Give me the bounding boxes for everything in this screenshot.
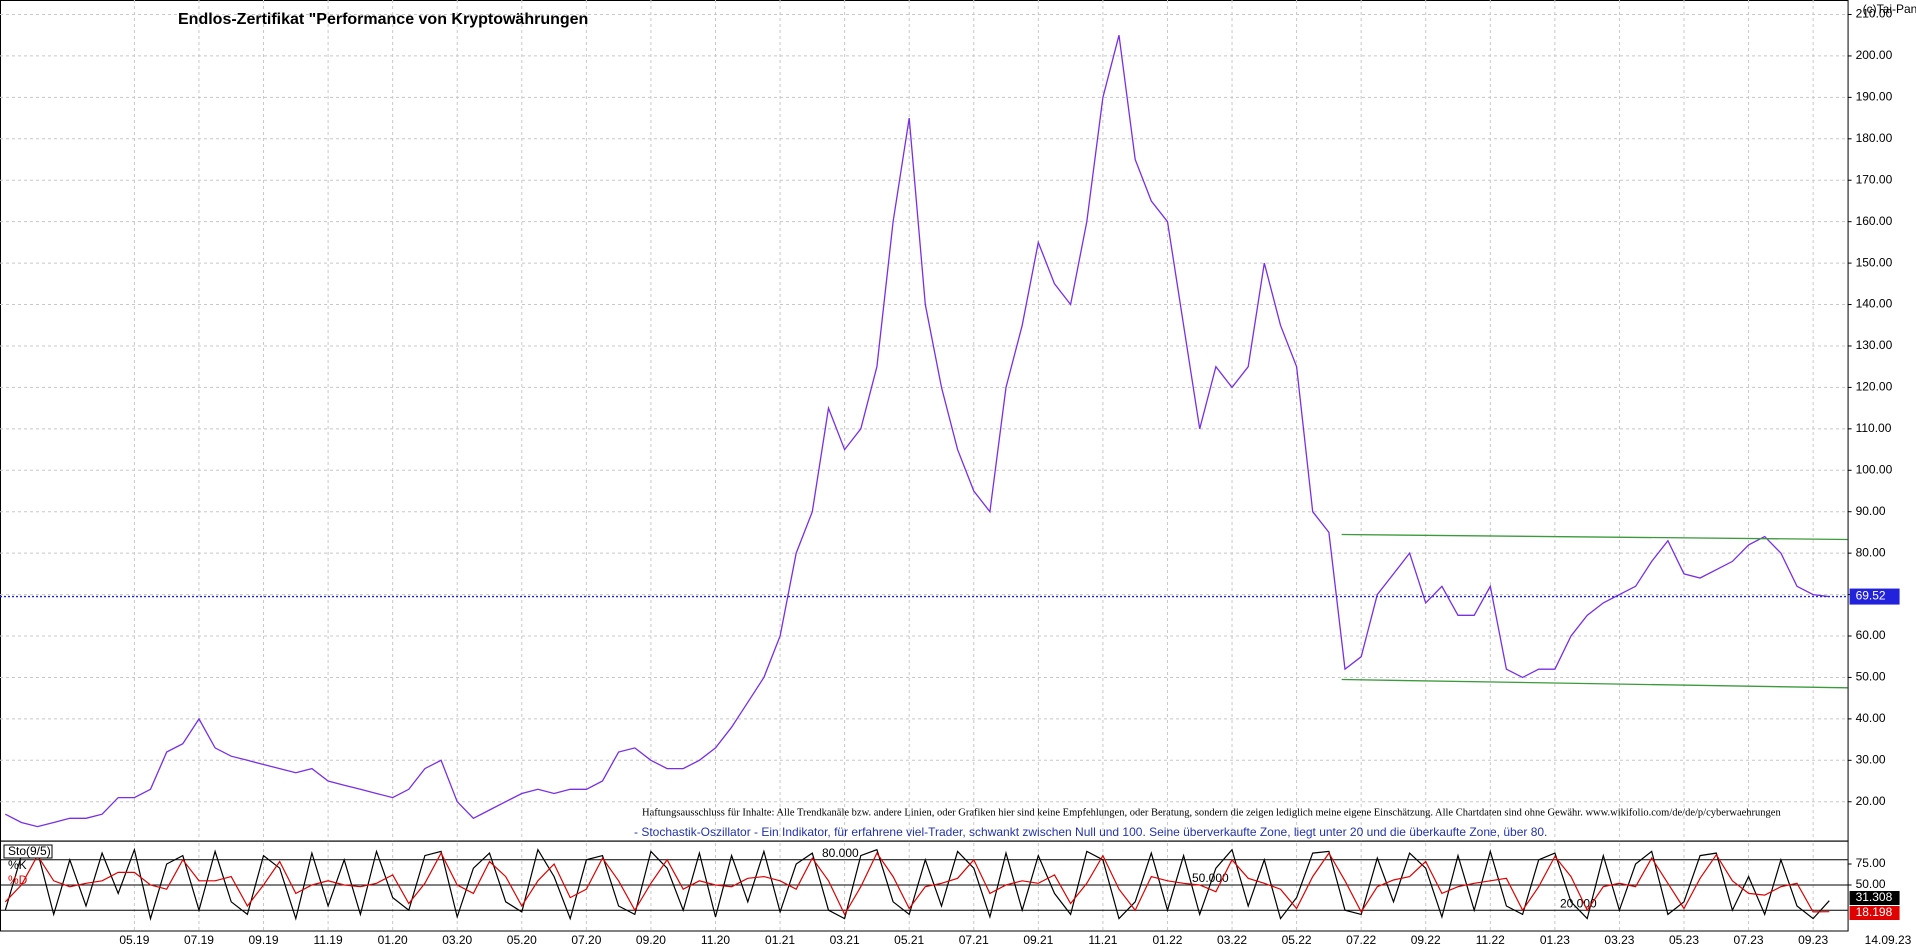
x-tick-label: 09.20 — [636, 933, 666, 947]
legend-label: %K — [8, 858, 27, 872]
x-tick-label: 03.21 — [830, 933, 860, 947]
x-tick-label: 11.22 — [1476, 933, 1505, 947]
y-tick-label: 75.00 — [1856, 856, 1886, 870]
x-tick-label: 05.19 — [119, 933, 149, 947]
indicator-title: Sto(9/5) — [8, 844, 51, 858]
y-tick-label: 140.00 — [1856, 297, 1893, 311]
x-tick-label: 11.21 — [1088, 933, 1117, 947]
y-tick-label: 90.00 — [1856, 504, 1886, 518]
indicator-description: - Stochastik-Oszillator - Ein Indikator,… — [634, 825, 1547, 839]
level-label: 20.000 — [1560, 896, 1597, 910]
y-tick-label: 20.00 — [1856, 794, 1886, 808]
y-tick-label: 180.00 — [1856, 131, 1893, 145]
x-tick-label: 01.20 — [378, 933, 408, 947]
y-tick-label: 120.00 — [1856, 380, 1893, 394]
x-tick-label: 11.19 — [314, 933, 343, 947]
y-tick-label: 110.00 — [1856, 421, 1892, 435]
trend-line — [1341, 533, 1848, 541]
x-tick-label: 07.22 — [1346, 933, 1376, 947]
x-tick-label: 07.23 — [1734, 933, 1764, 947]
x-tick-label: 09.19 — [249, 933, 279, 947]
y-tick-label: 210.00 — [1856, 7, 1893, 21]
y-tick-label: 200.00 — [1856, 48, 1893, 62]
y-tick-label: 170.00 — [1856, 172, 1893, 186]
x-tick-label: 05.22 — [1282, 933, 1312, 947]
y-tick-label: 40.00 — [1856, 711, 1886, 725]
level-label: 80.000 — [822, 846, 859, 860]
y-tick-label: 150.00 — [1856, 255, 1893, 269]
legend-label: %D — [8, 873, 28, 887]
chart-title: Endlos-Zertifikat "Performance von Krypt… — [178, 11, 588, 28]
y-tick-label: 80.00 — [1856, 545, 1886, 559]
current-price-label: 69.52 — [1856, 589, 1886, 603]
indicator-title-box — [3, 844, 53, 859]
source: (c)Tai-Pan — [1863, 2, 1916, 16]
value-label: 31.308 — [1856, 890, 1893, 904]
x-tick-label: 03.23 — [1604, 933, 1634, 947]
x-tick-label: 01.22 — [1152, 933, 1182, 947]
value-box — [1849, 906, 1900, 920]
date-label: 14.09.23 — [1865, 933, 1912, 947]
stochastic-panel — [0, 840, 1849, 932]
x-tick-label: 03.22 — [1217, 933, 1247, 947]
value-box — [1849, 891, 1900, 905]
y-tick-label: 50.00 — [1856, 670, 1886, 684]
y-tick-label: 60.00 — [1856, 628, 1886, 642]
x-tick-label: 05.21 — [894, 933, 924, 947]
y-tick-label: 100.00 — [1856, 462, 1893, 476]
price-line — [5, 35, 1830, 828]
y-tick-label: 50.00 — [1856, 877, 1886, 891]
x-tick-label: 07.21 — [959, 933, 989, 947]
x-tick-label: 09.22 — [1411, 933, 1441, 947]
x-tick-label: 05.23 — [1669, 933, 1699, 947]
disclaimer: Haftungsausschluss für Inhalte: Alle Tre… — [642, 807, 1781, 818]
y-tick-label: 30.00 — [1856, 752, 1886, 766]
current-price-box — [1849, 588, 1900, 605]
x-tick-label: 09.21 — [1023, 933, 1053, 947]
x-tick-label: 07.19 — [184, 933, 214, 947]
y-tick-label: 130.00 — [1856, 338, 1893, 352]
x-tick-label: 07.20 — [571, 933, 601, 947]
value-label: 18.198 — [1856, 905, 1893, 919]
x-tick-label: 05.20 — [507, 933, 537, 947]
x-tick-label: 01.21 — [765, 933, 795, 947]
y-tick-label: 190.00 — [1856, 90, 1893, 104]
price-panel — [0, 0, 1849, 842]
x-tick-label: 03.20 — [442, 933, 472, 947]
y-tick-label: 160.00 — [1856, 214, 1893, 228]
x-tick-label: 09.23 — [1798, 933, 1828, 947]
x-tick-label: 11.20 — [701, 933, 730, 947]
stochastic-line — [4, 851, 1830, 916]
trend-line — [1341, 678, 1848, 689]
x-tick-label: 01.23 — [1540, 933, 1570, 947]
level-label: 50.000 — [1192, 871, 1229, 885]
